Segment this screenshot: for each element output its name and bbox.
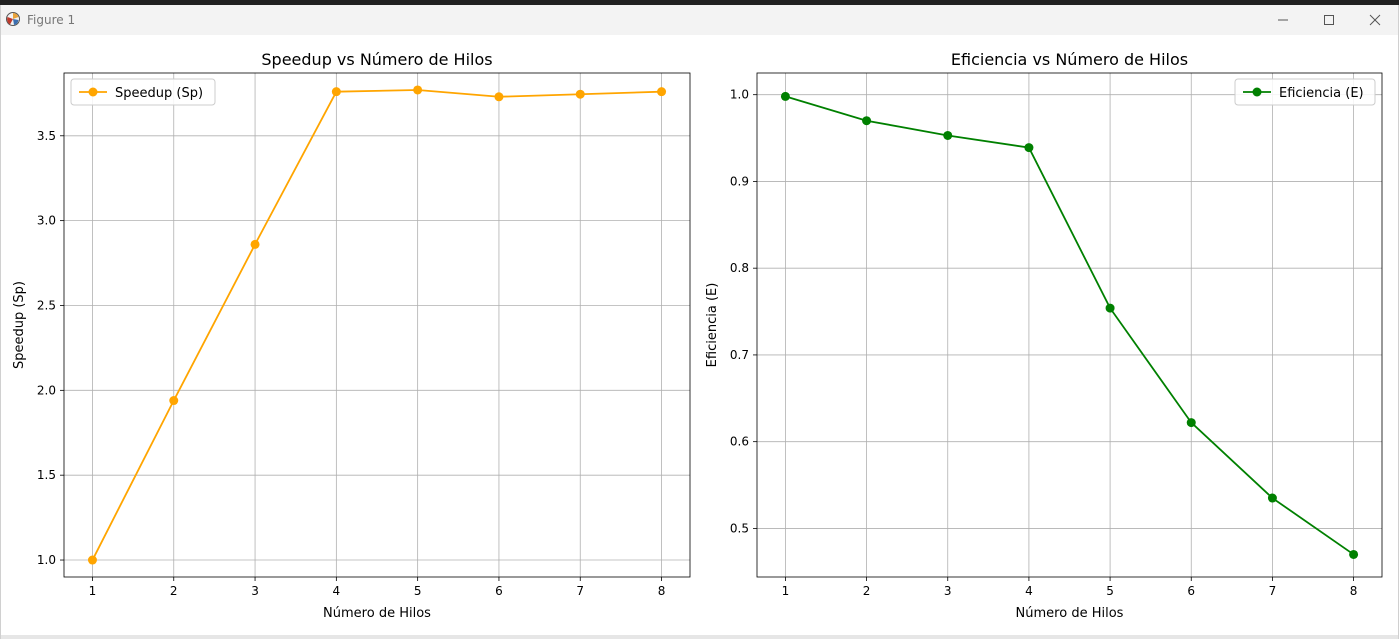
chart1-ytick-label: 0.6 bbox=[730, 435, 749, 449]
chart0-series-line bbox=[91, 89, 662, 561]
chart1-xtick-label: 1 bbox=[782, 584, 790, 598]
chart0-group: 1 2 3 4 5 6 7 8 1.0 1.5 2.0 2.5 3.0 3.5 Speedup vs Núm… bbox=[12, 50, 691, 621]
chart1-title: Eficiencia vs Número de Hilos bbox=[951, 50, 1188, 69]
chart0-legend-box bbox=[70, 78, 216, 106]
chart0-xtick-label: 2 bbox=[170, 584, 178, 598]
figure-canvas: 1 2 3 4 5 6 7 8 1.0 1.5 2.0 2.5 3.0 3.5 Speedup vs Núm… bbox=[1, 35, 1398, 635]
chart1-xtick-label: 7 bbox=[1269, 584, 1277, 598]
chart1-legend-marker bbox=[1252, 87, 1262, 97]
chart0-xtick-label: 3 bbox=[251, 584, 259, 598]
window-bottom-edge bbox=[1, 635, 1398, 639]
chart0-ytick-label: 1.5 bbox=[37, 468, 56, 482]
chart0-xtick-label: 5 bbox=[414, 584, 422, 598]
minimize-button[interactable] bbox=[1260, 5, 1306, 35]
chart0-axes-frame bbox=[63, 72, 691, 578]
chart0-data-point bbox=[494, 92, 504, 102]
chart1-ytick-label: 1.0 bbox=[730, 88, 749, 102]
chart1-xtick-label: 8 bbox=[1350, 584, 1358, 598]
title-bar[interactable]: Figure 1 bbox=[1, 5, 1398, 35]
chart1-ytick-label: 0.5 bbox=[730, 521, 749, 535]
chart1-ytick-label: 0.9 bbox=[730, 174, 749, 188]
chart1-legend-label: Eficiencia (E) bbox=[1279, 86, 1364, 101]
chart1-data-point bbox=[1349, 549, 1359, 559]
chart0-data-point bbox=[331, 87, 341, 97]
figure-window: Figure 1 1 2 3 4 5 6 7 8 1.0 1.5 2.0 2.5 3.0 3.5 Speed… bbox=[0, 5, 1399, 639]
matplotlib-figure-icon bbox=[6, 12, 20, 26]
chart1-group: 1 2 3 4 5 6 7 8 0.5 0.6 0.7 0.8 0.9 1.0 Eficiencia vs … bbox=[705, 50, 1383, 621]
chart1-data-point bbox=[1186, 418, 1196, 428]
chart0-data-point bbox=[657, 87, 667, 97]
chart1-ytick-label: 0.7 bbox=[730, 348, 749, 362]
speedup-chart: 1 2 3 4 5 6 7 8 1.0 1.5 2.0 2.5 3.0 3.5 Speedup vs Núm… bbox=[12, 50, 1383, 621]
chart0-ylabel: Speedup (Sp) bbox=[12, 281, 27, 369]
chart0-data-point bbox=[250, 239, 260, 249]
chart0-ytick-label: 1.0 bbox=[37, 553, 56, 567]
chart0-data-point bbox=[169, 396, 179, 406]
chart1-series-line bbox=[785, 95, 1355, 556]
chart1-axes-frame bbox=[756, 72, 1383, 578]
chart1-xtick-label: 4 bbox=[1025, 584, 1033, 598]
chart0-ytick-label: 2.0 bbox=[37, 383, 56, 397]
chart1-ytick-label: 0.8 bbox=[730, 261, 749, 275]
chart0-xtick-label: 8 bbox=[658, 584, 666, 598]
window-title: Figure 1 bbox=[27, 13, 76, 27]
chart1-data-point bbox=[1105, 303, 1115, 313]
close-icon bbox=[1369, 14, 1381, 26]
chart1-data-point bbox=[862, 116, 872, 126]
chart0-xlabel: Número de Hilos bbox=[323, 606, 431, 621]
chart1-xtick-label: 5 bbox=[1106, 584, 1114, 598]
chart1-xlabel: Número de Hilos bbox=[1016, 606, 1124, 621]
chart0-ytick-label: 3.5 bbox=[37, 129, 56, 143]
chart0-ytick-label: 3.0 bbox=[37, 214, 56, 228]
chart1-ylabel: Eficiencia (E) bbox=[705, 283, 720, 368]
chart0-data-point bbox=[413, 85, 423, 95]
chart1-data-point bbox=[1267, 493, 1277, 503]
chart0-data-point bbox=[87, 555, 97, 565]
chart1-data-point bbox=[943, 130, 953, 140]
chart1-xtick-label: 2 bbox=[863, 584, 871, 598]
chart0-xtick-label: 1 bbox=[89, 584, 97, 598]
chart0-data-point bbox=[575, 89, 585, 99]
chart1-xtick-label: 3 bbox=[944, 584, 952, 598]
chart1-legend-box bbox=[1234, 78, 1376, 106]
chart0-title: Speedup vs Número de Hilos bbox=[261, 50, 492, 69]
chart0-legend-marker bbox=[88, 87, 98, 97]
close-button[interactable] bbox=[1352, 5, 1398, 35]
chart0-legend-label: Speedup (Sp) bbox=[115, 86, 203, 101]
chart0-xtick-label: 7 bbox=[576, 584, 584, 598]
chart1-xtick-label: 6 bbox=[1187, 584, 1195, 598]
minimize-icon bbox=[1278, 19, 1288, 21]
chart0-ytick-label: 2.5 bbox=[37, 298, 56, 312]
chart1-data-point bbox=[1024, 143, 1034, 153]
maximize-icon bbox=[1324, 15, 1334, 25]
chart0-xtick-label: 4 bbox=[333, 584, 341, 598]
chart0-xtick-label: 6 bbox=[495, 584, 503, 598]
maximize-button[interactable] bbox=[1306, 5, 1352, 35]
chart1-data-point bbox=[780, 91, 790, 101]
